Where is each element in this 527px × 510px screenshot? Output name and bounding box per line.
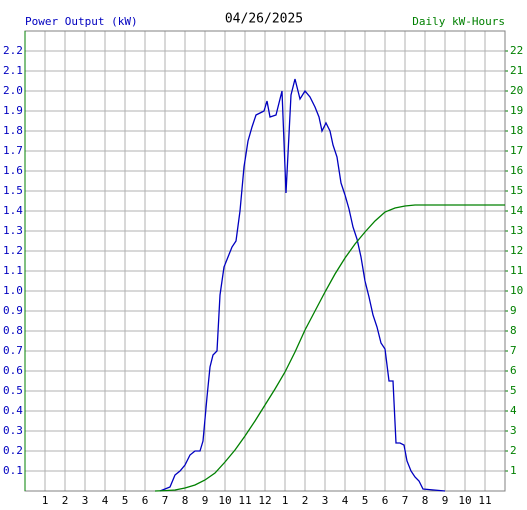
y-tick-label: 0.2 [3,444,23,457]
y-tick-label: 0.4 [3,404,23,417]
y-tick-label: 1.2 [3,244,23,257]
x-tick-label: 2 [62,494,69,507]
y-tick-label: 1.7 [3,144,23,157]
y-tick-label: 1.6 [3,164,23,177]
y-tick-label: 0.6 [3,364,23,377]
y-tick-label: 1.8 [3,124,23,137]
x-tick-label: 3 [322,494,329,507]
y2-tick-label: 22 [510,44,523,57]
y-tick-label: 1.9 [3,104,23,117]
y2-tick-label: 10 [510,284,523,297]
series-line [154,204,505,492]
y-axis-label: Power Output (kW) [25,15,138,28]
y2-tick-label: 21 [510,64,523,77]
y2-tick-label: 12 [510,244,523,257]
x-tick-label: 6 [382,494,389,507]
y2-tick-label: 15 [510,184,523,197]
y2-tick-label: 8 [510,324,517,337]
y2-tick-label: 16 [510,164,523,177]
y2-tick-label: 5 [510,384,517,397]
series-line [159,78,446,492]
y2-tick-label: 6 [510,364,517,377]
y2-tick-label: 17 [510,144,523,157]
y-tick-label: 0.3 [3,424,23,437]
x-tick-label: 10 [458,494,471,507]
y-tick-label: 0.8 [3,324,23,337]
x-tick-label: 11 [478,494,491,507]
y2-tick-label: 7 [510,344,517,357]
y-tick-label: 1.5 [3,184,23,197]
y2-tick-label: 19 [510,104,523,117]
y-tick-label: 2.2 [3,44,23,57]
y-tick-label: 1.1 [3,264,23,277]
x-tick-label: 9 [202,494,209,507]
x-tick-label: 8 [422,494,429,507]
chart-title: 04/26/2025 [225,12,303,27]
x-tick-label: 12 [258,494,271,507]
x-tick-label: 4 [342,494,349,507]
y-tick-label: 1.0 [3,284,23,297]
x-tick-label: 3 [82,494,89,507]
x-tick-label: 1 [42,494,49,507]
y-tick-label: 2.0 [3,84,23,97]
y2-tick-label: 4 [510,404,517,417]
x-tick-label: 5 [122,494,129,507]
y-tick-label: 0.9 [3,304,23,317]
y-tick-label: 0.1 [3,464,23,477]
x-tick-label: 8 [182,494,189,507]
y-tick-label: 0.5 [3,384,23,397]
x-tick-label: 4 [102,494,109,507]
x-tick-label: 11 [238,494,251,507]
y2-tick-label: 18 [510,124,523,137]
y-tick-label: 1.3 [3,224,23,237]
x-tick-label: 9 [442,494,449,507]
x-tick-label: 7 [402,494,409,507]
y2-tick-label: 2 [510,444,517,457]
y-tick-label: 0.7 [3,344,23,357]
x-tick-label: 1 [282,494,289,507]
y2-tick-label: 3 [510,424,517,437]
y2-tick-label: 13 [510,224,523,237]
x-tick-label: 2 [302,494,309,507]
y2-tick-label: 20 [510,84,523,97]
y2-tick-label: 9 [510,304,517,317]
y2-axis-label: Daily kW-Hours [412,15,505,28]
y2-tick-label: 1 [510,464,517,477]
y2-tick-label: 14 [510,204,524,217]
x-tick-label: 10 [218,494,231,507]
y-tick-label: 1.4 [3,204,23,217]
x-tick-label: 5 [362,494,369,507]
x-tick-label: 6 [142,494,149,507]
y-tick-label: 2.1 [3,64,23,77]
y2-tick-label: 11 [510,264,523,277]
x-tick-label: 7 [162,494,169,507]
